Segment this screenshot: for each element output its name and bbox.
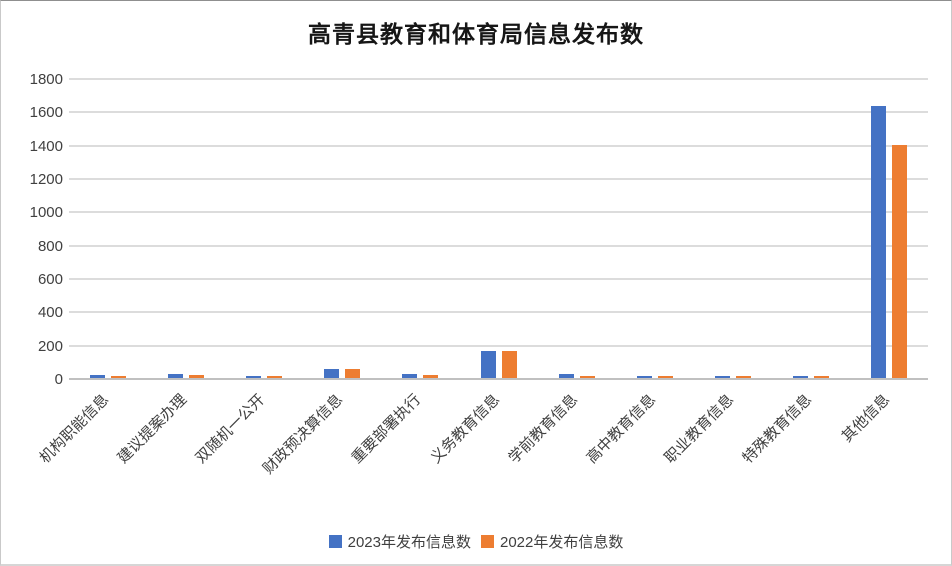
bar-series0-高中教育信息 — [637, 375, 652, 378]
gridline — [69, 78, 928, 80]
y-tick-label: 600 — [37, 271, 63, 288]
legend: 2023年发布信息数 2022年发布信息数 — [1, 531, 951, 552]
y-tick-label: 1600 — [29, 104, 63, 122]
bar-series1-职业教育信息 — [736, 376, 751, 378]
legend-label: 2022年发布信息数 — [500, 534, 624, 551]
bar-series1-建议提案办理 — [189, 374, 204, 378]
gridline — [69, 178, 928, 180]
bar-series1-机构职能信息 — [111, 376, 126, 378]
legend-swatch-icon — [328, 535, 342, 548]
x-axis-line — [69, 378, 928, 380]
gridline — [69, 311, 928, 314]
plot-area — [69, 78, 928, 380]
legend-swatch-icon — [481, 535, 494, 548]
bar-series1-其他信息 — [892, 144, 907, 378]
bar-series0-义务教育信息 — [481, 350, 496, 378]
bar-series0-其他信息 — [871, 106, 886, 378]
bar-series1-特殊教育信息 — [814, 376, 829, 378]
y-tick-label: 200 — [37, 337, 63, 355]
y-tick-label: 1800 — [29, 71, 63, 88]
bar-series0-机构职能信息 — [90, 374, 105, 378]
bar-series1-重要部署执行 — [423, 374, 438, 378]
bar-series1-双随机一公开 — [267, 376, 282, 378]
bar-series1-学前教育信息 — [580, 376, 595, 378]
legend-item-2022年发布信息数: 2022年发布信息数 — [481, 531, 623, 552]
gridline — [69, 278, 928, 280]
legend-item-2023年发布信息数: 2023年发布信息数 — [328, 531, 471, 552]
gridline — [69, 244, 928, 247]
bar-series0-双随机一公开 — [246, 376, 261, 378]
chart-title: 高青县教育和体育局信息发布数 — [308, 21, 644, 47]
bar-series0-重要部署执行 — [402, 374, 417, 378]
bar-series0-职业教育信息 — [715, 375, 730, 378]
bar-series0-学前教育信息 — [559, 374, 574, 378]
y-tick-label: 1000 — [29, 204, 63, 222]
gridline — [69, 211, 928, 214]
y-tick-label: 400 — [37, 304, 63, 322]
bar-series0-建议提案办理 — [168, 373, 183, 378]
legend-label: 2023年发布信息数 — [347, 534, 471, 551]
y-tick-label: 1400 — [29, 137, 63, 155]
bar-series1-义务教育信息 — [502, 350, 517, 378]
gridline — [69, 144, 928, 147]
y-tick-label: 800 — [37, 237, 63, 255]
bar-series0-特殊教育信息 — [793, 375, 808, 378]
gridline — [69, 111, 928, 114]
bar-series0-财政预决算信息 — [324, 368, 339, 378]
bar-series1-财政预决算信息 — [345, 369, 360, 378]
bar-series1-高中教育信息 — [658, 376, 673, 378]
gridline — [69, 344, 928, 347]
y-tick-label: 0 — [54, 371, 63, 388]
y-tick-label: 1200 — [29, 171, 63, 188]
